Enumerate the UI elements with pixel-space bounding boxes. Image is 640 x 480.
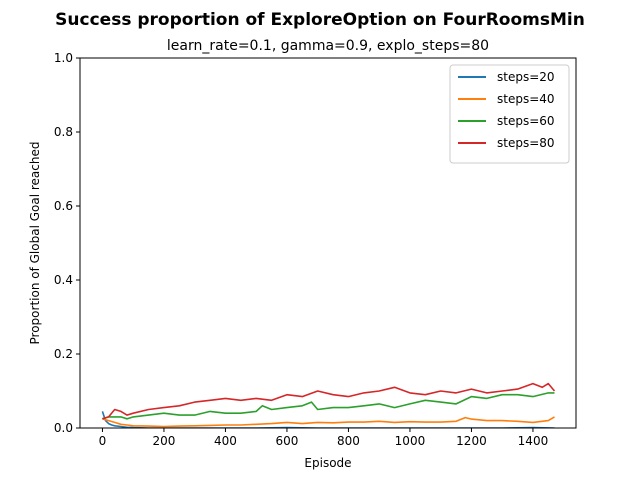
x-tick-label: 800 <box>337 434 360 448</box>
legend-label: steps=60 <box>497 114 555 128</box>
y-axis: 0.0 0.2 0.4 0.6 0.8 1.0 <box>54 51 80 435</box>
x-axis-label: Episode <box>304 456 351 470</box>
x-tick-label: 200 <box>152 434 175 448</box>
x-tick-label: 600 <box>275 434 298 448</box>
series-line-2 <box>102 416 555 428</box>
series-line-4 <box>102 382 556 420</box>
y-axis-label: Proportion of Global Goal reached <box>28 142 42 345</box>
y-tick-label: 0.8 <box>54 125 73 139</box>
y-tick-label: 1.0 <box>54 51 73 65</box>
legend-label: steps=80 <box>497 136 555 150</box>
legend-label: steps=40 <box>497 92 555 106</box>
plot-area <box>79 57 577 429</box>
series-lines <box>101 382 556 428</box>
chart-title: Success proportion of ExploreOption on F… <box>55 10 585 30</box>
y-tick-label: 0.0 <box>54 421 73 435</box>
y-tick-label: 0.2 <box>54 347 73 361</box>
x-tick-label: 400 <box>214 434 237 448</box>
x-tick-label: 1200 <box>456 434 487 448</box>
series-line-3 <box>102 392 555 420</box>
legend-label: steps=20 <box>497 70 555 84</box>
x-axis: 0 200 400 600 800 1000 1200 1400 <box>99 428 549 448</box>
plot-frame <box>79 57 577 429</box>
chart-subtitle: learn_rate=0.1, gamma=0.9, explo_steps=8… <box>167 38 489 54</box>
y-tick-label: 0.4 <box>54 273 73 287</box>
y-tick-label: 0.6 <box>54 199 73 213</box>
x-tick-label: 1400 <box>518 434 549 448</box>
series-line-1 <box>101 411 555 428</box>
x-tick-label: 1000 <box>395 434 426 448</box>
legend: steps=20 steps=40 steps=60 steps=80 <box>449 64 570 164</box>
x-tick-label: 0 <box>99 434 107 448</box>
legend-box <box>449 64 570 164</box>
